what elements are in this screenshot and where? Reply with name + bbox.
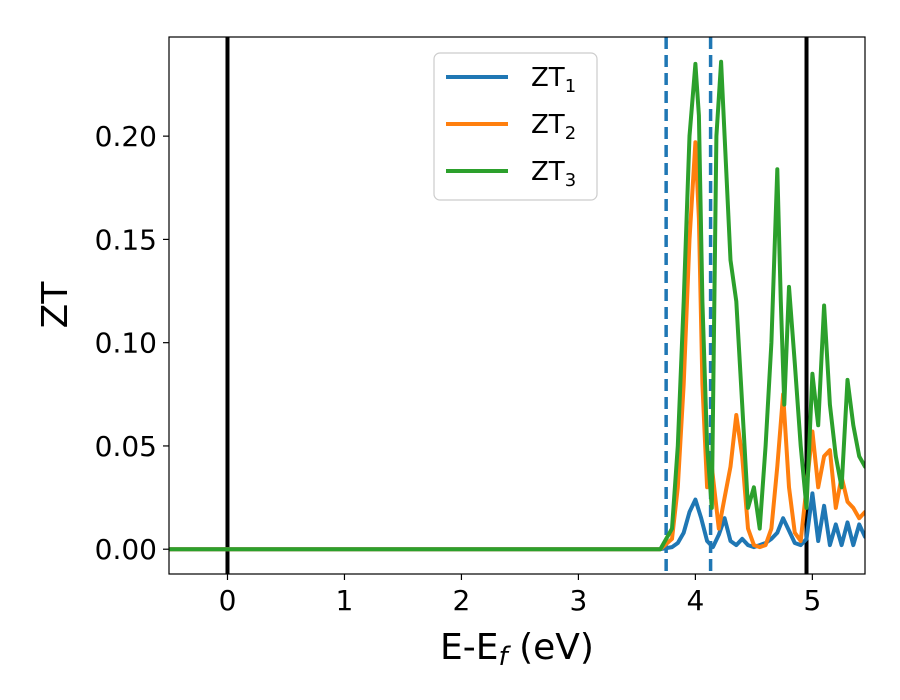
x-axis-title: E-Ef (eV) <box>440 627 594 672</box>
x-tick-label: 4 <box>686 584 704 617</box>
y-tick-label: 0.00 <box>95 533 157 566</box>
legend-label-zt1: ZT1 <box>531 63 576 97</box>
legend-label-zt3: ZT3 <box>531 157 576 191</box>
x-tick-label: 5 <box>803 584 821 617</box>
legend-box <box>433 52 598 201</box>
y-tick-label: 0.15 <box>95 223 157 256</box>
y-tick-label: 0.20 <box>95 120 157 153</box>
x-tick-label: 0 <box>219 584 237 617</box>
legend-label-zt2: ZT2 <box>531 110 576 144</box>
x-axis-title-unit: (eV) <box>508 627 594 668</box>
x-tick-label: 1 <box>336 584 354 617</box>
series-line-zt3 <box>169 59 865 552</box>
x-axis-ticks: 0 1 2 3 4 5 <box>219 574 821 617</box>
plot-frame <box>168 36 866 575</box>
x-tick-label: 3 <box>569 584 587 617</box>
y-axis-title: ZT <box>35 281 76 329</box>
y-axis-ticks: 0.00 0.05 0.10 0.15 0.20 <box>95 120 169 566</box>
series-lines <box>169 59 865 552</box>
y-tick-label: 0.05 <box>95 430 157 463</box>
series-line-zt2 <box>169 140 865 552</box>
legend: ZT1 ZT2 ZT3 <box>433 52 598 201</box>
y-tick-label: 0.10 <box>95 327 157 360</box>
x-tick-label: 2 <box>453 584 471 617</box>
